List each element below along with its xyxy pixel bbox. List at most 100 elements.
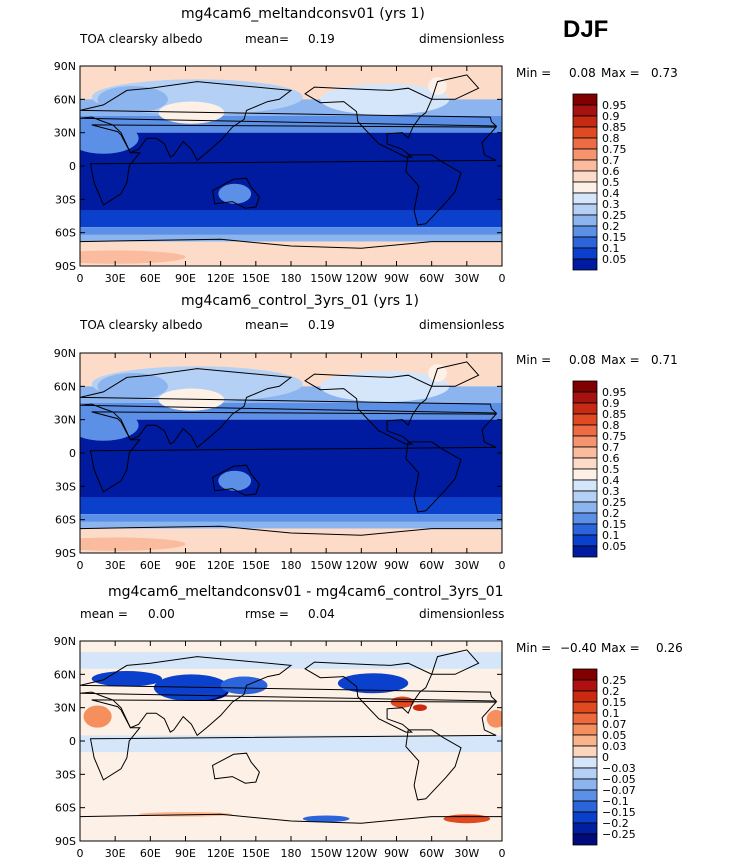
colorbar-label: 0.9 <box>602 110 620 123</box>
colorbar-label: 0.07 <box>602 718 627 731</box>
coastline <box>80 368 498 449</box>
lat-tick-label: 60S <box>55 227 76 240</box>
lat-tick-label: 90S <box>55 547 76 560</box>
coastlines <box>80 74 502 266</box>
colorbar-box <box>572 789 598 802</box>
colorbar-box <box>572 734 598 747</box>
lon-tick-label: 180 <box>281 847 302 860</box>
colorbar-label: −0.07 <box>602 784 636 797</box>
colorbar-box <box>572 413 598 426</box>
coastline <box>431 649 480 675</box>
lon-tick-label: 0 <box>499 847 506 860</box>
colorbar-label: 0.85 <box>602 121 627 134</box>
coastline <box>431 361 480 387</box>
colorbar-label: 0.05 <box>602 253 627 266</box>
lon-tick-label: 180 <box>281 272 302 285</box>
contour-band <box>80 234 502 242</box>
contour-band <box>80 735 502 753</box>
colorbar-box <box>572 247 598 260</box>
colorbar-box <box>572 435 598 448</box>
colorbar-label: 0.95 <box>602 386 627 399</box>
panel2-variable: TOA clearsky albedo <box>80 318 203 332</box>
lat-tick-label: 60N <box>54 380 76 393</box>
colorbar-label: 0.25 <box>602 496 627 509</box>
panel2-max-label: Max = <box>601 353 640 367</box>
season-label: DJF <box>563 16 609 43</box>
panel-1-colorbar: 0.950.90.850.80.750.70.60.50.40.30.250.2… <box>572 93 627 271</box>
lon-tick-label: 120W <box>345 847 377 860</box>
panel1-min-label: Min = <box>516 66 552 80</box>
contour-region <box>97 373 168 400</box>
colorbar-box <box>572 690 598 703</box>
lon-tick-label: 30E <box>105 559 126 572</box>
lat-tick-label: 0 <box>69 160 76 173</box>
colorbar-box <box>572 236 598 249</box>
panel1-variable: TOA clearsky albedo <box>80 32 203 46</box>
contour-region <box>320 370 450 402</box>
colorbar-label: 0.15 <box>602 696 627 709</box>
panel3-mean-label: mean = <box>80 607 128 621</box>
colorbar-label: −0.2 <box>602 817 629 830</box>
lon-tick-label: 150E <box>242 559 270 572</box>
lon-tick-label: 150E <box>242 272 270 285</box>
coastline <box>80 656 498 737</box>
colorbar-box <box>572 93 598 106</box>
lon-tick-label: 0 <box>77 559 84 572</box>
colorbar-box <box>572 380 598 393</box>
contour-band <box>80 116 502 133</box>
contour-region <box>80 122 139 154</box>
colorbar-label: 0.7 <box>602 154 620 167</box>
coastline <box>304 373 433 445</box>
contour-band <box>80 419 502 498</box>
colorbar-box <box>572 148 598 161</box>
colorbar-label: 0.03 <box>602 740 627 753</box>
lat-tick-label: 90N <box>54 347 76 360</box>
colorbar-box <box>572 225 598 238</box>
colorbar-label: 0.1 <box>602 529 620 542</box>
colorbar-label: 0.15 <box>602 518 627 531</box>
panel2-min-label: Min = <box>516 353 552 367</box>
coastline <box>431 74 480 100</box>
panel-1-field <box>80 66 502 266</box>
contour-band <box>80 210 502 228</box>
panel2-min-value: 0.08 <box>569 353 596 367</box>
lon-tick-label: 60E <box>140 847 161 860</box>
contour-region <box>80 409 139 441</box>
lon-tick-label: 90W <box>384 559 409 572</box>
colorbar-box <box>572 137 598 150</box>
panel2-max-value: 0.71 <box>651 353 678 367</box>
coastline <box>405 154 462 226</box>
lat-tick-label: 0 <box>69 447 76 460</box>
panel3-max-label: Max = <box>601 641 640 655</box>
colorbar-box <box>572 258 598 271</box>
contour-region <box>83 705 112 728</box>
colorbar-box <box>572 402 598 415</box>
colorbar-label: 0.25 <box>602 209 627 222</box>
colorbar-box <box>572 767 598 780</box>
contour-band <box>80 403 502 420</box>
contour-region <box>302 815 350 823</box>
colorbar-label: 0.6 <box>602 452 620 465</box>
colorbar-box <box>572 181 598 194</box>
colorbar-box <box>572 534 598 547</box>
panel-2-colorbar: 0.950.90.850.80.750.70.60.50.40.30.250.2… <box>572 380 627 558</box>
lon-tick-label: 90E <box>175 272 196 285</box>
panel1-max-value: 0.73 <box>651 66 678 80</box>
colorbar-box <box>572 115 598 128</box>
lat-tick-label: 30S <box>55 480 76 493</box>
colorbar-label: 0.4 <box>602 187 620 200</box>
lon-tick-label: 120E <box>207 559 235 572</box>
colorbar-box <box>572 723 598 736</box>
lon-tick-label: 150W <box>310 272 342 285</box>
colorbar-box <box>572 833 598 846</box>
contour-region <box>91 671 163 687</box>
colorbar-label: 0.15 <box>602 231 627 244</box>
lon-tick-label: 60W <box>419 559 444 572</box>
contour-band <box>80 521 502 529</box>
lon-tick-label: 120W <box>345 272 377 285</box>
contour-region <box>337 673 409 694</box>
colorbar-box <box>572 214 598 227</box>
coastline <box>80 81 498 162</box>
coastline <box>211 464 260 496</box>
